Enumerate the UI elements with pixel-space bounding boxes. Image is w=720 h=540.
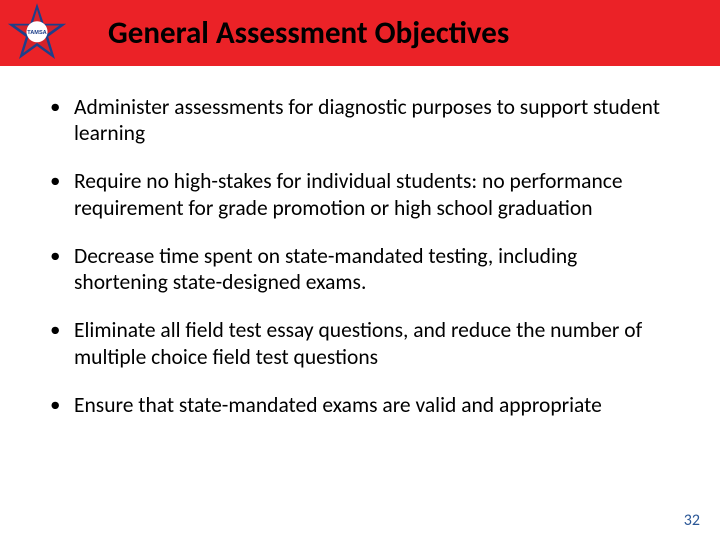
svg-text:TAMSA: TAMSA: [27, 30, 46, 36]
bullet-item: Eliminate all field test essay questions…: [46, 317, 674, 369]
slide-title: General Assessment Objectives: [108, 14, 509, 52]
header-banner: TAMSA General Assessment Objectives: [0, 0, 720, 66]
slide-body: Administer assessments for diagnostic pu…: [0, 66, 720, 450]
bullet-item: Decrease time spent on state-mandated te…: [46, 243, 674, 295]
tamsa-star-logo: TAMSA: [6, 2, 68, 64]
bullet-item: Require no high-stakes for individual st…: [46, 168, 674, 220]
bullet-item: Ensure that state-mandated exams are val…: [46, 392, 674, 418]
bullet-item: Administer assessments for diagnostic pu…: [46, 94, 674, 146]
bullet-list: Administer assessments for diagnostic pu…: [46, 94, 674, 418]
page-number: 32: [684, 511, 700, 530]
